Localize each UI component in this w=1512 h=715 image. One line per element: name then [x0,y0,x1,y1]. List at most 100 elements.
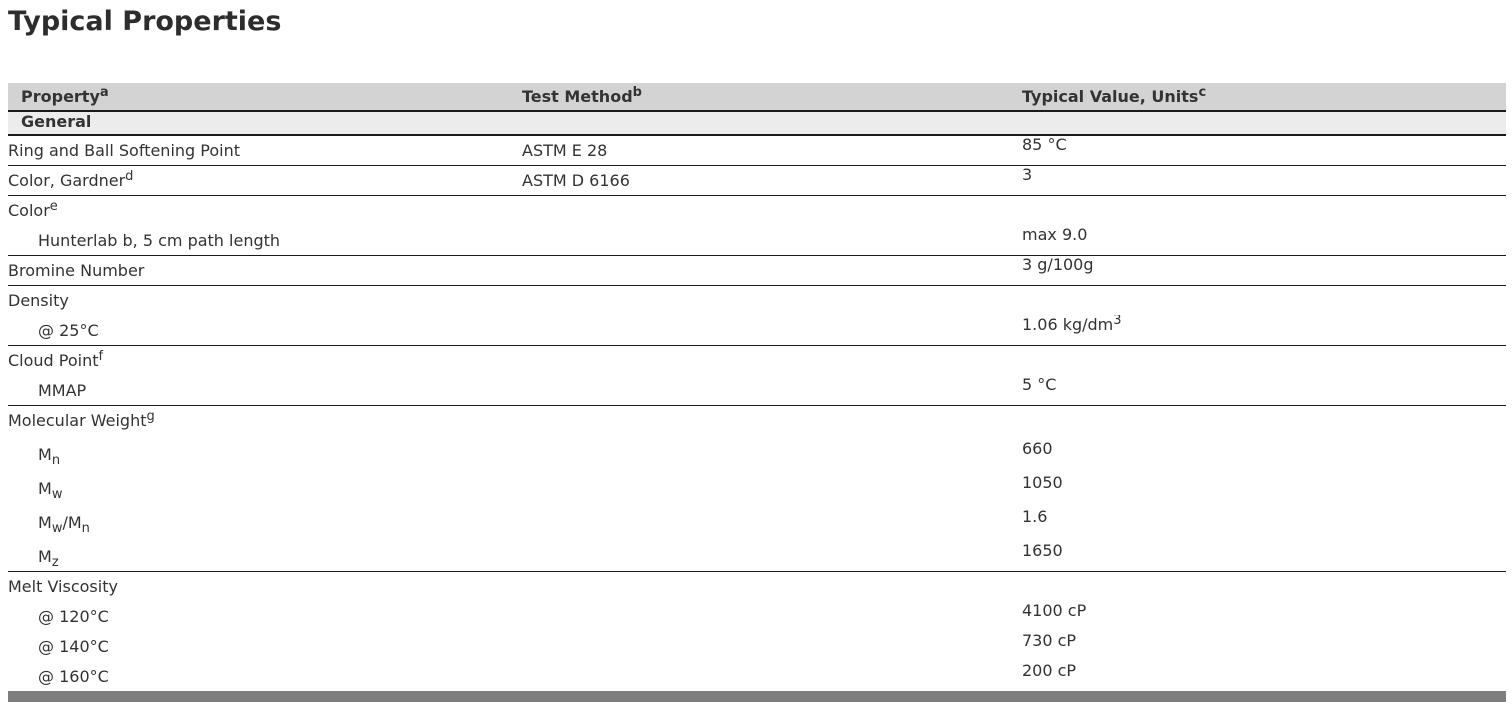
value-text: 730 cP [1022,631,1077,650]
col-header-property: Propertya [8,83,522,112]
table-row: Colore [8,195,1506,225]
value-cell: 3 g/100g [1022,255,1506,285]
table-row: @ 140°C 730 cP [8,631,1506,661]
table-header: Propertya Test Methodb Typical Value, Un… [8,83,1506,112]
value-cell: 660 [1022,435,1506,469]
value-text: 3 [1022,165,1033,184]
property-cell: @ 120°C [38,607,109,626]
value-cell: 200 cP [1022,661,1506,691]
value-cell: 730 cP [1022,631,1506,661]
property-cell: Mw/Mn [38,513,90,536]
section-row: General [8,111,1506,136]
property-cell: Molecular Weightg [8,409,155,430]
value-text: 4100 cP [1022,601,1087,620]
section-general: General [8,111,1506,136]
table-row: MMAP 5 °C [8,375,1506,405]
table-row: Cloud Pointf [8,345,1506,375]
col-header-typical-value: Typical Value, Unitsc [1022,83,1506,112]
property-group: Molecular Weightg Mn 660 Mw 1050 Mw/Mn 1.6 Mz 16… [8,405,1506,571]
property-cell: MMAP [38,380,87,400]
properties-table-wrap: Propertya Test Methodb Typical Value, Un… [8,83,1506,691]
test-method-cell [522,503,1022,537]
value-cell [1022,405,1506,435]
test-method-cell [522,631,1022,661]
property-group: Ring and Ball Softening Point ASTM E 28 85… [8,135,1506,165]
value-cell [1022,285,1506,315]
table-row: Mw 1050 [8,469,1506,503]
value-cell: max 9.0 [1022,225,1506,255]
value-text: 1650 [1022,540,1063,560]
property-group: Density @ 25°C 1.06 kg/dm3 [8,285,1506,345]
property-cell: Bromine Number [8,260,145,280]
table-row: @ 25°C 1.06 kg/dm3 [8,315,1506,345]
table-row: Melt Viscosity [8,571,1506,601]
value-text: 5 °C [1022,375,1057,394]
property-cell: Mw [38,479,63,502]
table-header-row: Propertya Test Methodb Typical Value, Un… [8,83,1506,112]
value-cell: 5 °C [1022,375,1506,405]
table-row: Mn 660 [8,435,1506,469]
property-group: Colore Hunterlab b, 5 cm path length max 9… [8,195,1506,255]
table-row: Bromine Number 3 g/100g [8,255,1506,285]
test-method-cell [522,375,1022,405]
test-method-cell [522,469,1022,503]
table-row: Mw/Mn 1.6 [8,503,1506,537]
property-cell: Hunterlab b, 5 cm path length [38,230,281,250]
table-row: Color, Gardnerd ASTM D 6166 3 [8,165,1506,195]
property-cell: Cloud Pointf [8,349,104,370]
value-cell [1022,195,1506,225]
typical-properties-table: Propertya Test Methodb Typical Value, Un… [8,83,1506,691]
test-method-cell [522,601,1022,631]
test-method-cell [522,537,1022,571]
test-method-cell [522,571,1022,601]
table-bottom-divider [8,691,1506,702]
test-method-cell [522,195,1022,225]
value-text: 200 cP [1022,661,1077,680]
value-text: 1.6 [1022,507,1048,526]
property-group: Melt Viscosity @ 120°C 4100 cP @ 140°C 730 c… [8,571,1506,691]
test-method-cell [522,435,1022,469]
test-method-cell [522,315,1022,345]
property-cell: Colore [8,199,58,220]
table-row: Density [8,285,1506,315]
test-method-cell: ASTM E 28 [522,140,608,160]
test-method-cell: ASTM D 6166 [522,170,630,190]
property-cell: Ring and Ball Softening Point [8,140,240,160]
value-text: 85 °C [1022,135,1067,154]
property-cell: @ 140°C [38,637,109,656]
test-method-cell [522,285,1022,315]
value-cell [1022,571,1506,601]
property-group: Color, Gardnerd ASTM D 6166 3 [8,165,1506,195]
test-method-cell [522,345,1022,375]
value-cell: 1.06 kg/dm3 [1022,315,1506,345]
property-cell: Mn [38,445,61,468]
property-cell: Color, Gardnerd [8,168,134,190]
property-cell: Density [8,291,69,310]
table-row: Hunterlab b, 5 cm path length max 9.0 [8,225,1506,255]
value-cell: 3 [1022,165,1506,195]
col-header-test-method: Test Methodb [522,83,1022,112]
test-method-cell [522,255,1022,285]
value-cell: 1.6 [1022,503,1506,537]
property-cell: Mz [38,546,59,570]
value-cell: 85 °C [1022,135,1506,165]
test-method-cell [522,405,1022,435]
property-cell: @ 160°C [38,667,109,686]
table-row: @ 120°C 4100 cP [8,601,1506,631]
test-method-cell [522,225,1022,255]
table-row: @ 160°C 200 cP [8,661,1506,691]
value-text: 1050 [1022,473,1063,492]
property-group: Cloud Pointf MMAP 5 °C [8,345,1506,405]
test-method-cell [522,661,1022,691]
value-cell: 1050 [1022,469,1506,503]
property-group: Bromine Number 3 g/100g [8,255,1506,285]
value-text: 660 [1022,439,1053,458]
value-text: 1.06 kg/dm3 [1022,315,1122,334]
page: Typical Properties Propertya Test Method… [0,6,1512,702]
table-row: Ring and Ball Softening Point ASTM E 28 85… [8,135,1506,165]
value-text: max 9.0 [1022,225,1088,244]
table-row: Molecular Weightg [8,405,1506,435]
page-title: Typical Properties [8,6,282,37]
value-cell: 1650 [1022,537,1506,571]
value-cell [1022,345,1506,375]
